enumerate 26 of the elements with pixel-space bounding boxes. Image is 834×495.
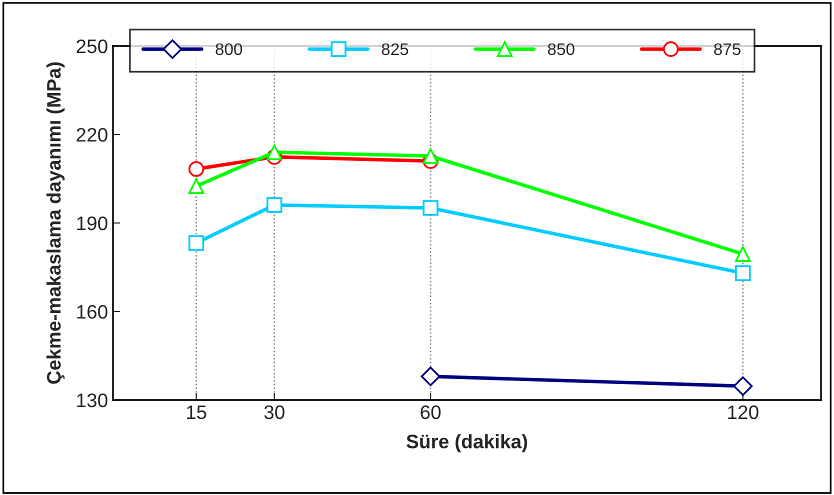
point bbox=[422, 148, 438, 164]
y-tick-label: 190 bbox=[77, 216, 108, 230]
point bbox=[735, 246, 751, 262]
point bbox=[266, 144, 282, 160]
y-tick-label: 220 bbox=[76, 128, 108, 142]
point bbox=[420, 366, 440, 386]
point bbox=[422, 200, 438, 216]
point bbox=[733, 376, 753, 396]
y-axis-title: Çekme-makaslama dayanımı (MPa) bbox=[46, 62, 65, 384]
y-tick-label: 250 bbox=[76, 39, 108, 54]
x-tick-label: 30 bbox=[264, 405, 284, 420]
legend-label: 875 bbox=[714, 43, 740, 56]
x-axis-title: Süre (dakika) bbox=[406, 434, 528, 452]
legend-label: 825 bbox=[382, 43, 408, 56]
legend-label: 800 bbox=[216, 43, 242, 56]
x-tick-label: 15 bbox=[186, 406, 206, 420]
point bbox=[266, 197, 282, 213]
point bbox=[188, 161, 204, 177]
x-tick-label: 120 bbox=[728, 405, 758, 420]
x-tick-label: 60 bbox=[420, 405, 441, 420]
point bbox=[735, 265, 751, 281]
y-tick-label: 160 bbox=[77, 304, 108, 319]
point bbox=[188, 178, 204, 194]
legend-label: 850 bbox=[548, 43, 574, 56]
y-tick-label: 130 bbox=[77, 393, 108, 408]
point bbox=[188, 235, 204, 251]
